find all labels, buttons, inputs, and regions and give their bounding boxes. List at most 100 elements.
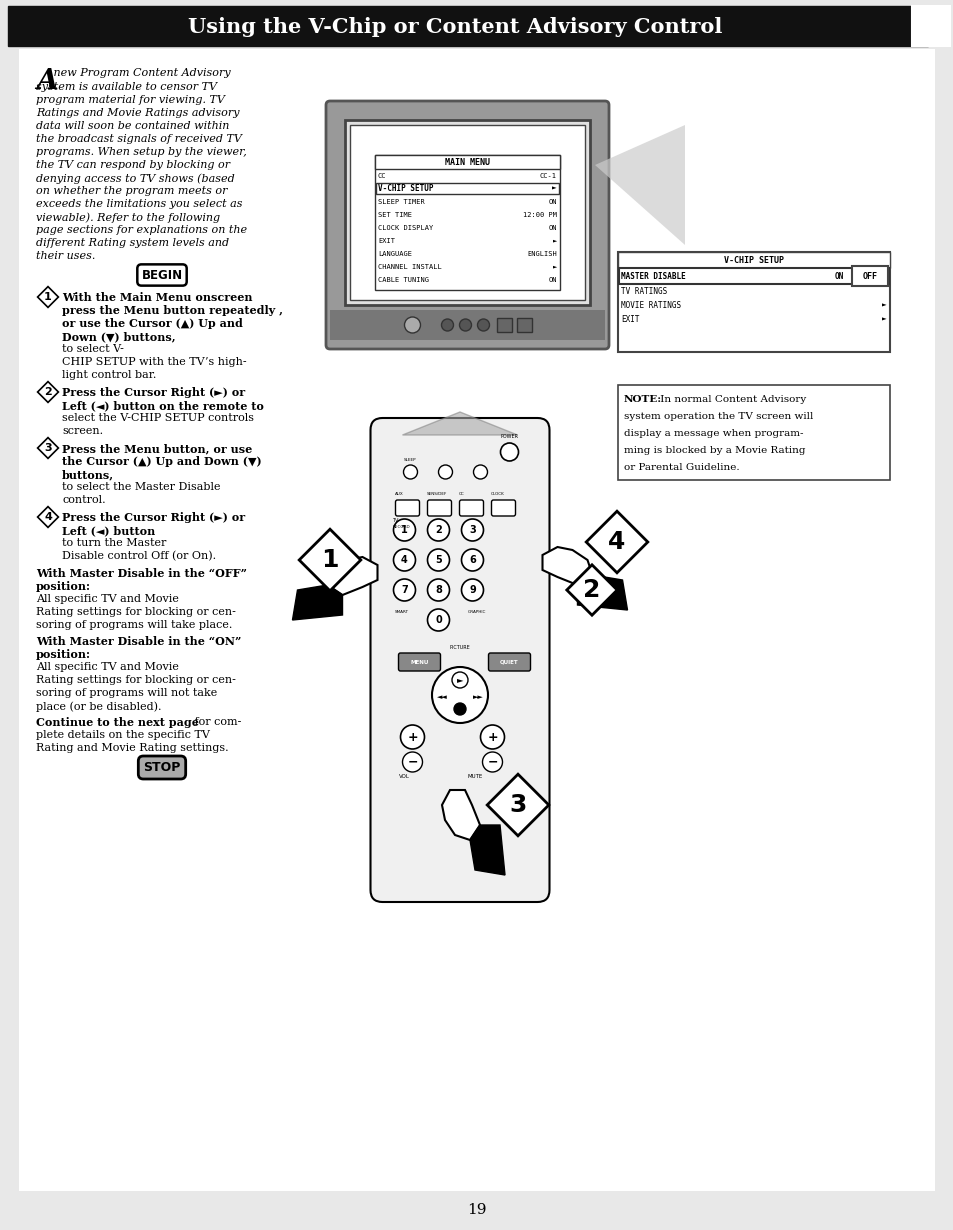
Circle shape [461, 549, 483, 571]
Text: SENS/DEF: SENS/DEF [426, 492, 446, 496]
Text: POWER: POWER [500, 434, 518, 439]
Text: Rating settings for blocking or cen-: Rating settings for blocking or cen- [36, 675, 235, 685]
Text: the Cursor (▲) Up and Down (▼): the Cursor (▲) Up and Down (▼) [62, 456, 261, 467]
Bar [330, 310, 604, 339]
Text: CC-1: CC-1 [539, 172, 557, 178]
Bar [375, 155, 559, 169]
Text: CLOCK: CLOCK [490, 492, 504, 496]
FancyBboxPatch shape [395, 501, 419, 517]
Text: ►: ► [456, 675, 463, 685]
Polygon shape [585, 512, 647, 573]
Text: ON: ON [548, 277, 557, 283]
Text: CHIP SETUP with the TV’s high-: CHIP SETUP with the TV’s high- [62, 357, 247, 367]
Polygon shape [542, 547, 592, 585]
Text: All specific TV and Movie: All specific TV and Movie [36, 662, 179, 672]
Polygon shape [37, 438, 58, 459]
Circle shape [452, 672, 468, 688]
Text: to select the Master Disable: to select the Master Disable [62, 482, 220, 492]
Text: MENU: MENU [410, 659, 428, 664]
Polygon shape [595, 125, 684, 245]
Text: CC: CC [377, 172, 386, 178]
Bar [618, 385, 889, 480]
Text: BEGIN: BEGIN [141, 268, 182, 282]
Text: VOL: VOL [398, 774, 409, 779]
Text: 12:00 PM: 12:00 PM [522, 212, 557, 218]
Circle shape [427, 609, 449, 631]
Text: CABLE TUNING: CABLE TUNING [377, 277, 429, 283]
Text: viewable). Refer to the following: viewable). Refer to the following [36, 212, 220, 223]
Text: ◄◄: ◄◄ [436, 694, 447, 700]
Text: MAIN MENU: MAIN MENU [444, 157, 490, 166]
Bar [28, 57, 315, 1146]
Text: program material for viewing. TV: program material for viewing. TV [36, 95, 225, 105]
Circle shape [482, 752, 502, 772]
Bar [375, 183, 558, 194]
Text: CLOCK DISPLAY: CLOCK DISPLAY [377, 225, 433, 230]
Text: SLEEP TIMER: SLEEP TIMER [377, 198, 424, 204]
Polygon shape [37, 381, 58, 402]
Text: EXIT: EXIT [620, 315, 639, 323]
Text: 5: 5 [435, 555, 441, 565]
Circle shape [461, 519, 483, 541]
Text: for com-: for com- [191, 717, 241, 727]
Text: In normal Content Advisory: In normal Content Advisory [657, 395, 805, 403]
Text: LANGUAGE: LANGUAGE [377, 251, 412, 257]
Text: Rating settings for blocking or cen-: Rating settings for blocking or cen- [36, 606, 235, 617]
Text: soring of programs will not take: soring of programs will not take [36, 688, 217, 697]
Text: Using the V-Chip or Content Advisory Control: Using the V-Chip or Content Advisory Con… [188, 17, 721, 37]
Text: Press the Menu button, or use: Press the Menu button, or use [62, 443, 252, 454]
Text: position:: position: [36, 649, 91, 661]
Text: QUIET: QUIET [499, 659, 518, 664]
Text: display a message when program-: display a message when program- [623, 429, 802, 438]
Text: control.: control. [62, 494, 106, 506]
Text: place (or be disabled).: place (or be disabled). [36, 701, 161, 712]
Bar [350, 125, 584, 300]
Polygon shape [402, 412, 517, 435]
Bar [8, 6, 927, 46]
Circle shape [393, 519, 416, 541]
Text: screen.: screen. [62, 426, 103, 435]
Bar [345, 121, 589, 305]
Text: TV: TV [392, 518, 398, 523]
Text: new Program Content Advisory: new Program Content Advisory [50, 68, 231, 77]
Text: 4: 4 [44, 512, 51, 522]
Text: page sections for explanations on the: page sections for explanations on the [36, 225, 247, 235]
Bar [517, 319, 532, 332]
Text: SLEEP: SLEEP [404, 458, 416, 462]
Circle shape [459, 319, 471, 331]
Text: TV RATINGS: TV RATINGS [620, 287, 666, 295]
FancyBboxPatch shape [491, 501, 515, 517]
Text: +: + [487, 731, 497, 743]
Text: A: A [36, 68, 57, 95]
Bar [497, 319, 512, 332]
Text: ON: ON [834, 272, 843, 280]
Polygon shape [487, 774, 548, 836]
Text: SET TIME: SET TIME [377, 212, 412, 218]
Text: system is available to censor TV: system is available to censor TV [36, 82, 216, 92]
Text: ►►: ►► [472, 694, 483, 700]
Text: 1: 1 [321, 549, 338, 572]
Circle shape [393, 579, 416, 601]
Text: 2: 2 [435, 525, 441, 535]
Text: on whether the program meets or: on whether the program meets or [36, 186, 227, 196]
Bar [911, 6, 949, 46]
Text: EXIT: EXIT [377, 237, 395, 244]
Text: ►: ► [552, 263, 557, 269]
Polygon shape [577, 574, 627, 610]
Text: 3: 3 [469, 525, 476, 535]
Bar [375, 155, 559, 290]
Text: 1: 1 [400, 525, 408, 535]
Text: ming is blocked by a Movie Rating: ming is blocked by a Movie Rating [623, 446, 804, 455]
Circle shape [404, 317, 420, 333]
Text: With the Main Menu onscreen: With the Main Menu onscreen [62, 292, 253, 303]
Circle shape [402, 752, 422, 772]
Text: ON: ON [548, 225, 557, 230]
Text: 4: 4 [400, 555, 408, 565]
Text: Press the Cursor Right (►) or: Press the Cursor Right (►) or [62, 387, 245, 399]
Text: SMART: SMART [395, 610, 408, 614]
Text: PICTURE: PICTURE [449, 645, 470, 649]
Text: select the V-CHIP SETUP controls: select the V-CHIP SETUP controls [62, 413, 253, 423]
Text: denying access to TV shows (based: denying access to TV shows (based [36, 173, 234, 183]
Text: plete details on the specific TV: plete details on the specific TV [36, 729, 210, 740]
Text: OFF: OFF [862, 272, 877, 280]
